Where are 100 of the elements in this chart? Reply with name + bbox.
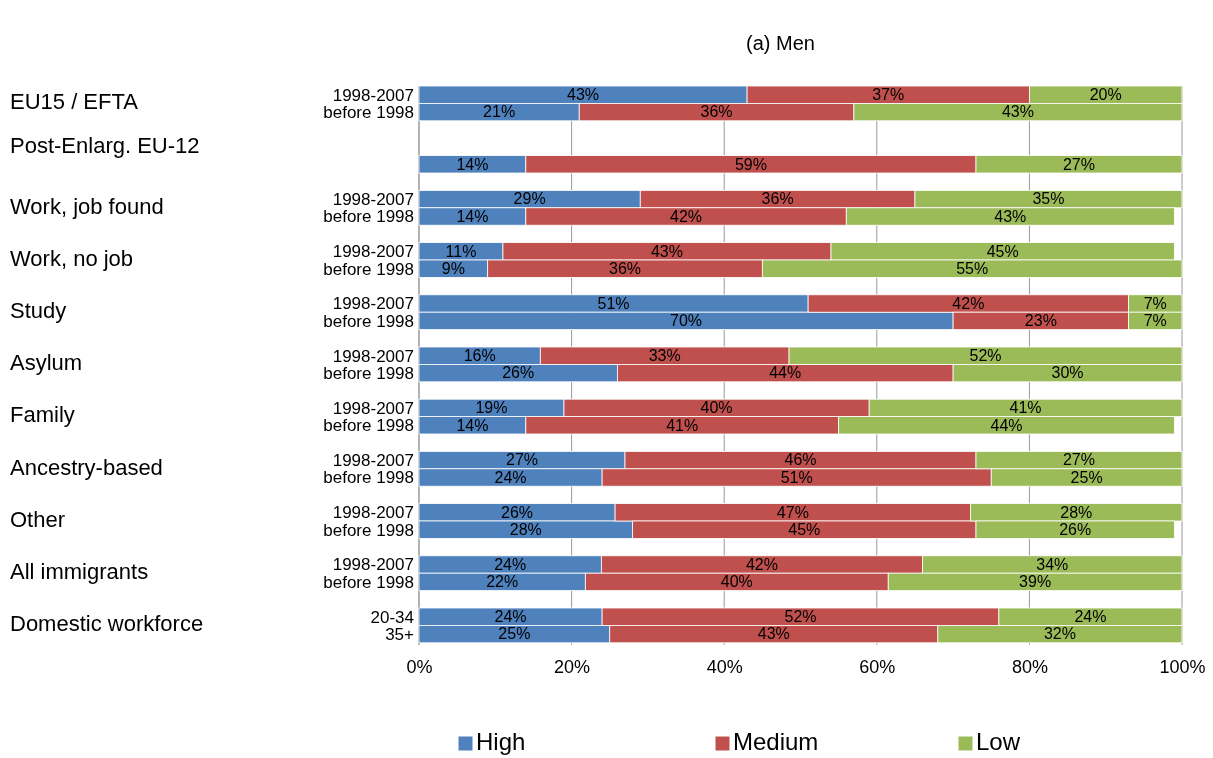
y-tick-label: 35+ xyxy=(385,625,415,645)
y-tick-label: before 1998 xyxy=(323,259,414,279)
text: Ancestry-based xyxy=(10,454,163,480)
data-label: 44% xyxy=(769,364,802,382)
y-tick-label: 1998-2007 xyxy=(332,346,414,366)
text: EU15 / EFTA xyxy=(10,89,139,115)
data-label: 45% xyxy=(986,242,1019,260)
text: Post-Enlarg. EU-12 xyxy=(10,132,200,158)
data-label: 11% xyxy=(445,242,477,260)
data-label: 51% xyxy=(597,294,630,312)
data-label: 42% xyxy=(745,555,778,573)
x-tick-label: 0% xyxy=(406,656,433,677)
data-label: 7% xyxy=(1143,294,1167,312)
data-label: 51% xyxy=(780,468,813,486)
legend-label: Low xyxy=(976,728,1021,756)
data-label: 43% xyxy=(994,207,1027,225)
data-label: 55% xyxy=(956,259,989,277)
data-label: 40% xyxy=(720,573,753,591)
data-label: 43% xyxy=(650,242,683,260)
y-tick-label: before 1998 xyxy=(323,103,414,123)
y-tick-label: 1998-2007 xyxy=(332,190,414,210)
data-label: 43% xyxy=(567,85,600,103)
data-label: 26% xyxy=(1059,520,1092,538)
y-tick-label: before 1998 xyxy=(323,520,414,540)
y-tick-label: before 1998 xyxy=(323,416,414,436)
data-label: 25% xyxy=(1070,468,1103,486)
x-tick-label: 60% xyxy=(859,656,896,677)
data-label: 7% xyxy=(1143,312,1167,330)
y-tick-label: 20-34 xyxy=(370,607,414,627)
data-label: 33% xyxy=(648,346,681,364)
data-label: 45% xyxy=(788,520,821,538)
data-label: 44% xyxy=(990,416,1023,434)
data-label: 16% xyxy=(463,346,496,364)
y-tick-label: 1998-2007 xyxy=(332,555,414,575)
data-label: 27% xyxy=(1062,451,1096,469)
text: Other xyxy=(10,506,66,532)
data-label: 24% xyxy=(494,607,527,625)
data-label: 14% xyxy=(456,416,489,434)
legend-label: Medium xyxy=(733,728,819,756)
data-label: 41% xyxy=(1009,399,1042,417)
data-label: 24% xyxy=(494,468,527,486)
data-label: 29% xyxy=(513,190,546,208)
data-label: 25% xyxy=(498,625,531,643)
x-tick-label: 40% xyxy=(706,656,743,677)
y-tick-label: 1998-2007 xyxy=(332,85,414,105)
y-tick-label: before 1998 xyxy=(323,468,414,488)
data-label: 34% xyxy=(1036,555,1069,573)
data-label: 35% xyxy=(1032,190,1065,208)
text: Study xyxy=(10,298,67,324)
text: Asylum xyxy=(10,350,83,376)
text: Domestic workforce xyxy=(10,611,204,637)
data-label: 42% xyxy=(670,207,703,225)
data-label: 28% xyxy=(1060,503,1093,521)
legend-label: High xyxy=(476,728,526,756)
data-label: 14% xyxy=(456,155,489,173)
x-tick-label: 20% xyxy=(554,656,591,677)
data-label: 28% xyxy=(509,520,542,538)
y-tick-label: 1998-2007 xyxy=(332,451,414,471)
data-label: 30% xyxy=(1051,364,1084,382)
data-label: 23% xyxy=(1024,312,1057,330)
data-label: 36% xyxy=(608,259,642,277)
data-label: 26% xyxy=(502,364,535,382)
data-label: 36% xyxy=(700,103,733,121)
data-label: 42% xyxy=(952,294,985,312)
y-tick-label: before 1998 xyxy=(323,207,414,227)
data-label: 24% xyxy=(1074,607,1107,625)
data-label: 37% xyxy=(872,85,905,103)
text: All immigrants xyxy=(10,559,149,585)
text: Family xyxy=(10,402,75,428)
data-label: 32% xyxy=(1043,625,1076,643)
y-tick-label: 1998-2007 xyxy=(332,398,414,418)
data-label: 59% xyxy=(734,155,767,173)
y-tick-label: before 1998 xyxy=(323,311,414,331)
data-label: 24% xyxy=(494,555,527,573)
data-label: 52% xyxy=(784,607,817,625)
y-tick-label: before 1998 xyxy=(323,572,414,592)
y-tick-label: 1998-2007 xyxy=(332,242,414,262)
chart-title: (a) Men xyxy=(746,32,815,54)
y-tick-label: 1998-2007 xyxy=(332,503,414,523)
data-label: 43% xyxy=(757,625,790,643)
data-label: 26% xyxy=(501,503,534,521)
data-label: 21% xyxy=(483,103,516,121)
y-tick-label: 1998-2007 xyxy=(332,294,414,314)
data-label: 47% xyxy=(776,503,809,521)
data-label: 20% xyxy=(1089,85,1122,103)
data-label: 52% xyxy=(969,346,1002,364)
y-tick-label: before 1998 xyxy=(323,364,414,384)
data-label: 43% xyxy=(1001,103,1034,121)
data-label: 46% xyxy=(784,451,817,469)
data-label: 36% xyxy=(761,190,794,208)
data-label: 19% xyxy=(475,399,508,417)
x-tick-label: 80% xyxy=(1011,656,1048,677)
data-label: 9% xyxy=(441,259,465,277)
data-label: 70% xyxy=(670,312,703,330)
data-label: 27% xyxy=(1062,155,1096,173)
data-label: 39% xyxy=(1019,573,1052,591)
x-tick-label: 100% xyxy=(1159,656,1206,677)
data-label: 27% xyxy=(505,451,539,469)
text: Work, job found xyxy=(10,193,164,219)
text: Work, no job xyxy=(10,245,134,271)
